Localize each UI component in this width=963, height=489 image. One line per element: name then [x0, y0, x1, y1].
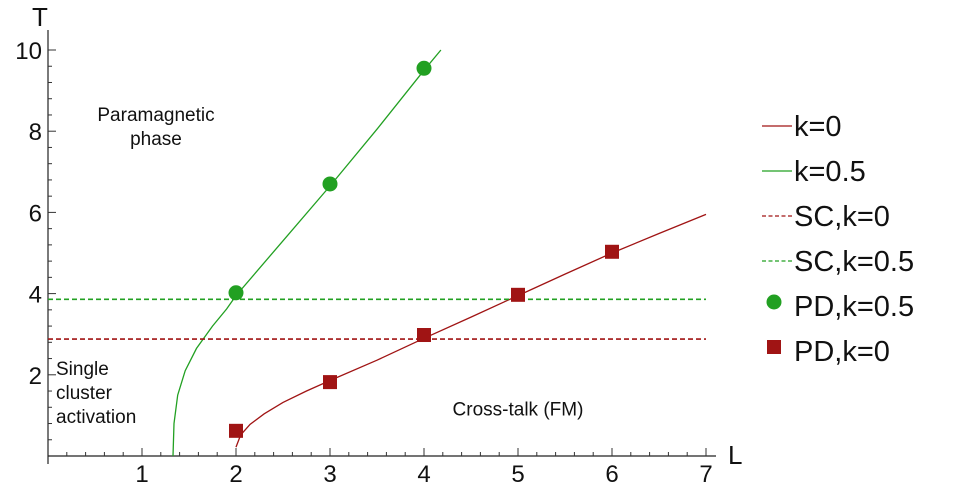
series-line-k=0.5	[172, 49, 442, 457]
legend-entry: SC,k=0	[762, 201, 890, 233]
x-tick-label: 6	[605, 461, 618, 488]
y-tick-label: 2	[29, 363, 42, 390]
legend-label: k=0.5	[794, 156, 866, 188]
data-point-PD,k=0.5	[416, 60, 432, 76]
data-point-PD,k=0	[417, 328, 431, 343]
x-tick-label: 2	[229, 461, 242, 488]
legend-label: k=0	[794, 111, 842, 143]
data-point-PD,k=0	[323, 375, 337, 390]
data-point-PD,k=0.5	[322, 176, 338, 192]
x-tick-label: 5	[511, 461, 524, 488]
legend-entry: k=0.5	[762, 156, 866, 188]
legend-entry: PD,k=0.5	[766, 291, 914, 323]
annotation-text: Cross-talk (FM)	[453, 399, 584, 420]
legend-swatch-circle	[766, 294, 782, 310]
x-tick-label: 1	[135, 461, 148, 488]
data-point-PD,k=0	[229, 423, 243, 438]
x-axis-title: L	[728, 440, 742, 470]
y-axis-title: T	[32, 2, 48, 32]
y-tick-label: 4	[29, 282, 42, 309]
legend-entry: k=0	[762, 111, 842, 143]
annotation-line: phase	[130, 129, 182, 150]
legend-swatch-square	[767, 340, 781, 354]
annotation-line: cluster	[56, 383, 113, 404]
annotation-text: Single cluster activation	[56, 359, 136, 428]
x-tick-label: 7	[699, 461, 712, 488]
annotation-line: activation	[56, 407, 136, 428]
data-point-PD,k=0.5	[228, 285, 244, 301]
data-point-PD,k=0	[511, 287, 525, 302]
legend: k=0 k=0.5 SC,k=0 SC,k=0.5 PD,k=0.5 PD,k=0	[762, 111, 914, 368]
annotation-line: Single	[56, 359, 109, 380]
plot-area	[48, 49, 707, 457]
legend-entry: PD,k=0	[767, 336, 890, 368]
legend-label: SC,k=0.5	[794, 246, 914, 278]
legend-label: PD,k=0.5	[794, 291, 914, 323]
annotations: Paramagnetic phase Single cluster activation…	[56, 105, 583, 428]
annotation-text: Paramagnetic phase	[97, 105, 214, 150]
x-tick-label: 3	[323, 461, 336, 488]
legend-entry: SC,k=0.5	[762, 246, 914, 278]
data-point-PD,k=0	[605, 244, 619, 259]
y-tick-label: 10	[15, 38, 42, 65]
annotation-line: Paramagnetic	[97, 105, 214, 126]
x-tick-label: 4	[417, 461, 430, 488]
legend-label: SC,k=0	[794, 201, 890, 233]
annotation-line: Cross-talk (FM)	[453, 399, 584, 420]
y-tick-label: 8	[29, 119, 42, 146]
series-line-k=0	[235, 213, 707, 448]
axes: 1 2 3 4 5 6 7 2 4 6 8 10 L T	[15, 2, 742, 488]
legend-label: PD,k=0	[794, 336, 890, 368]
y-tick-label: 6	[29, 200, 42, 227]
